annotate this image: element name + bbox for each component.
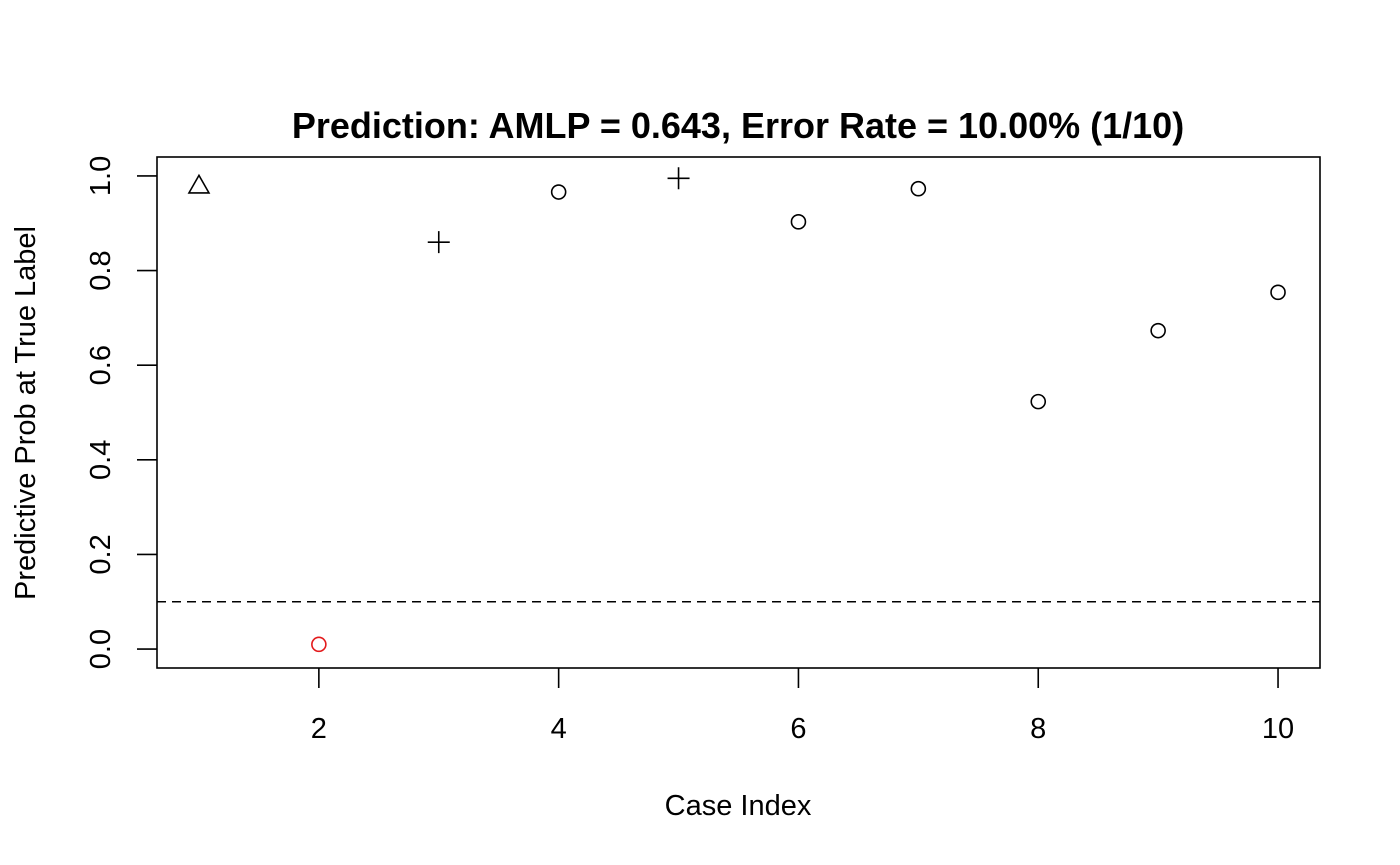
x-axis-label: Case Index bbox=[665, 790, 812, 822]
circle-point bbox=[790, 214, 807, 230]
plot-frame bbox=[156, 156, 1321, 669]
circle-point bbox=[1150, 322, 1166, 339]
x-tick-label: 8 bbox=[1030, 713, 1046, 745]
y-tick-label: 0.4 bbox=[85, 440, 117, 480]
circle-point bbox=[550, 184, 567, 200]
data-points bbox=[187, 167, 1286, 653]
circle-point bbox=[1270, 284, 1286, 301]
y-tick-label: 1.0 bbox=[85, 156, 117, 196]
chart-title: Prediction: AMLP = 0.643, Error Rate = 1… bbox=[292, 105, 1184, 146]
y-tick-label: 0.8 bbox=[85, 250, 117, 290]
plus-point bbox=[667, 167, 690, 190]
x-tick-label: 2 bbox=[311, 713, 327, 745]
x-axis: 2 4 6 8 10 bbox=[311, 668, 1294, 745]
y-tick-label: 0.6 bbox=[85, 345, 117, 385]
x-tick-label: 10 bbox=[1262, 713, 1294, 745]
plus-point bbox=[427, 231, 450, 254]
y-axis: 0.0 0.2 0.4 0.6 0.8 1.0 bbox=[85, 156, 157, 669]
y-tick-label: 0.0 bbox=[85, 629, 117, 669]
circle-point bbox=[1030, 393, 1047, 410]
x-tick-label: 4 bbox=[551, 713, 567, 745]
circle-point bbox=[910, 180, 927, 197]
x-tick-label: 6 bbox=[790, 713, 806, 745]
y-axis-label: Predictive Prob at True Label bbox=[10, 226, 42, 600]
triangle-point bbox=[187, 173, 211, 194]
y-tick-label: 0.2 bbox=[85, 534, 117, 574]
circle-point bbox=[311, 636, 327, 653]
